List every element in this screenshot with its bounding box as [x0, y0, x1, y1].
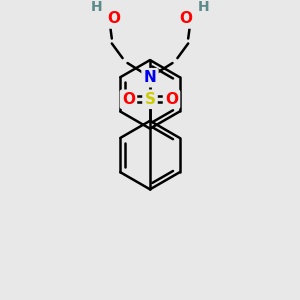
Text: O: O	[165, 92, 178, 107]
Text: O: O	[122, 92, 135, 107]
Text: S: S	[145, 92, 155, 107]
Text: H: H	[198, 0, 210, 14]
Text: N: N	[144, 70, 156, 85]
Text: O: O	[180, 11, 193, 26]
Text: H: H	[90, 0, 102, 14]
Text: O: O	[107, 11, 120, 26]
